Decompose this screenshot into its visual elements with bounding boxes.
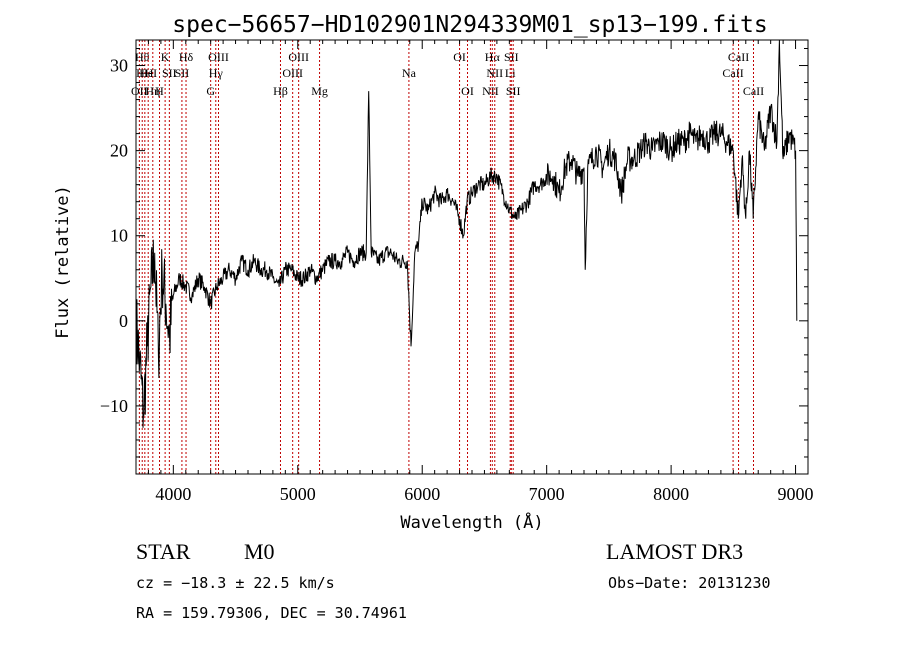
line-label-20: NII [482, 84, 499, 98]
line-label-1: HH [136, 66, 154, 80]
object-class: STAR [136, 539, 191, 564]
x-tick-label: 6000 [404, 484, 440, 504]
emission-lines: HθHHOIIHeIHηHKSIISIIHδGHγOIIIHβOIIIOIIIM… [131, 40, 764, 474]
line-label-0: Hθ [135, 50, 150, 64]
line-label-19: OI [461, 84, 474, 98]
redshift-velocity: cz = −18.3 ± 22.5 km/s [136, 574, 335, 592]
line-label-6: K [161, 50, 170, 64]
line-label-28: CaII [743, 84, 764, 98]
line-label-8: SII [175, 66, 190, 80]
line-label-26: CaII [722, 66, 743, 80]
flux-line [135, 39, 798, 428]
line-label-10: G [206, 84, 215, 98]
line-label-7: SII [162, 66, 177, 80]
axes: 4000 5000 6000 7000 8000 9000 −10 0 10 20 30 [100, 39, 814, 504]
y-tick-label: −10 [100, 396, 128, 416]
y-tick-label: 10 [110, 226, 128, 246]
y-tick-label: 30 [110, 56, 128, 76]
object-subclass: M0 [244, 539, 275, 564]
x-axis-label: Wavelength (Å) [400, 511, 543, 533]
line-label-14: OIII [282, 66, 303, 80]
line-label-21: Hα [485, 50, 501, 64]
y-tick-label: 20 [110, 141, 128, 161]
line-label-25: SII [506, 84, 521, 98]
line-label-22: NII [486, 66, 503, 80]
flux-series [135, 39, 798, 428]
line-label-18: OI [453, 50, 466, 64]
line-label-2: OII [131, 84, 148, 98]
survey-name: LAMOST DR3 [606, 539, 744, 564]
line-label-13: Hβ [273, 84, 288, 98]
line-label-27: CaII [728, 50, 749, 64]
chart-title: spec−56657−HD102901N294339M01_sp13−199.f… [172, 12, 767, 38]
x-tick-label: 8000 [653, 484, 689, 504]
line-label-12: OIII [208, 50, 229, 64]
line-label-24: SII [504, 50, 519, 64]
x-tick-label: 9000 [778, 484, 814, 504]
x-tick-label: 7000 [529, 484, 565, 504]
line-label-4: Hη [145, 84, 160, 98]
line-label-23: Li [505, 66, 516, 80]
observation-date: Obs−Date: 20131230 [608, 574, 771, 592]
line-label-5: H [155, 84, 164, 98]
line-label-11: Hγ [209, 66, 224, 80]
x-tick-label: 5000 [280, 484, 316, 504]
coordinates: RA = 159.79306, DEC = 30.74961 [136, 604, 407, 622]
line-label-15: OIII [288, 50, 309, 64]
x-tick-label: 4000 [155, 484, 191, 504]
y-tick-label: 0 [119, 311, 128, 331]
line-label-16: Mg [311, 84, 328, 98]
line-label-17: Na [402, 66, 417, 80]
line-label-9: Hδ [179, 50, 194, 64]
line-label-3: HeI [139, 66, 157, 80]
y-axis-label: Flux (relative) [53, 185, 73, 339]
plot-frame [135, 39, 809, 475]
